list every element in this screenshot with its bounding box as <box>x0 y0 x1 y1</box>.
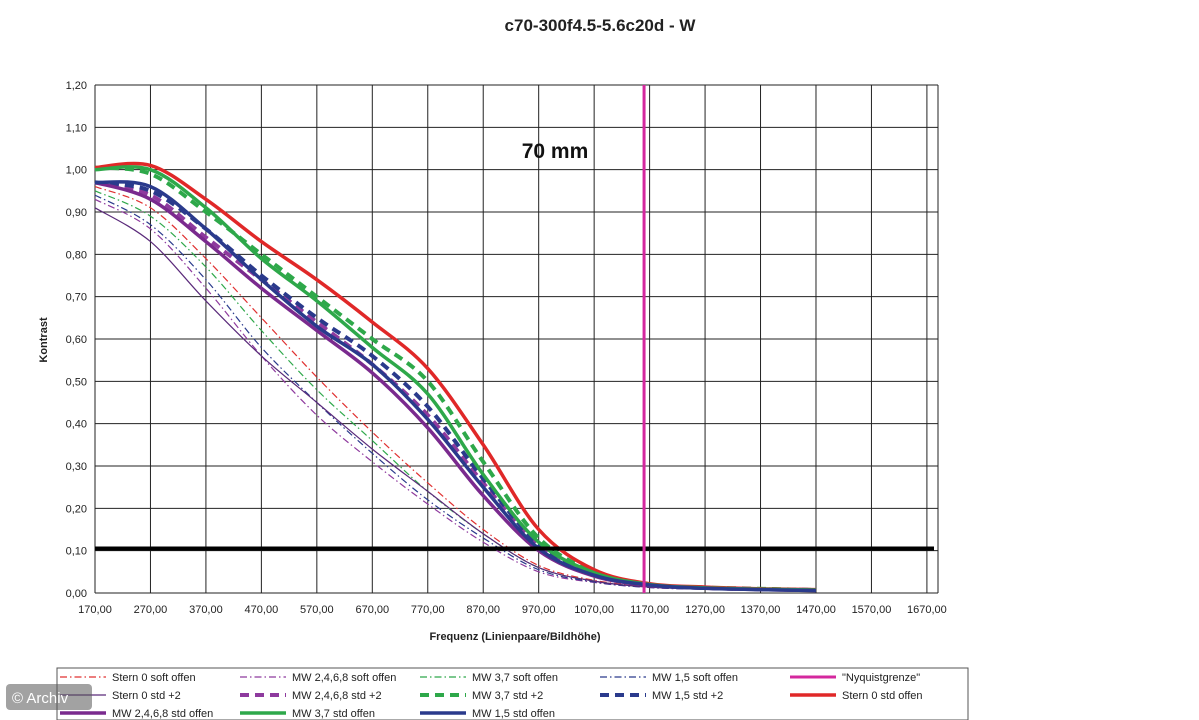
series-line-8 <box>94 180 817 592</box>
series-line-6 <box>94 180 817 592</box>
x-tick-label: 970,00 <box>522 604 556 616</box>
legend-label: Stern 0 soft offen <box>112 672 196 684</box>
x-tick-label: 170,00 <box>78 604 112 616</box>
series-line-10 <box>94 180 817 593</box>
legend-label: Stern 0 std offen <box>842 690 923 702</box>
x-tick-label: 1270,00 <box>685 604 725 616</box>
series-line-7 <box>94 165 817 592</box>
legend-label: MW 3,7 std +2 <box>472 690 543 702</box>
y-tick-label: 0,10 <box>66 546 87 558</box>
x-tick-label: 870,00 <box>466 604 500 616</box>
x-tick-label: 770,00 <box>411 604 445 616</box>
y-axis-label: Kontrast <box>38 317 50 363</box>
legend-label: MW 2,4,6,8 std +2 <box>292 690 382 702</box>
series-line-2 <box>94 190 817 592</box>
grid <box>94 84 939 594</box>
y-tick-label: 0,50 <box>66 376 87 388</box>
y-tick-label: 0,60 <box>66 334 87 346</box>
x-tick-label: 370,00 <box>189 604 223 616</box>
series-line-12 <box>94 180 817 593</box>
x-tick-label: 1370,00 <box>741 604 781 616</box>
series-line-11 <box>94 165 817 592</box>
y-tick-label: 1,10 <box>66 122 87 134</box>
y-tick-label: 1,20 <box>66 80 87 92</box>
x-tick-label: 1570,00 <box>852 604 892 616</box>
y-tick-label: 1,00 <box>66 165 87 177</box>
legend-label: MW 1,5 std offen <box>472 708 555 720</box>
x-tick-label: 270,00 <box>134 604 168 616</box>
legend-label: MW 2,4,6,8 soft offen <box>292 672 396 684</box>
series-line-1 <box>94 198 817 592</box>
x-tick-label: 1170,00 <box>630 604 669 616</box>
x-tick-label: 470,00 <box>245 604 279 616</box>
x-tick-label: 670,00 <box>355 604 389 616</box>
y-tick-label: 0,30 <box>66 461 87 473</box>
y-tick-label: 0,70 <box>66 292 87 304</box>
watermark-text: © Archiv <box>12 690 69 707</box>
series-line-5 <box>94 207 817 592</box>
legend-label: Stern 0 std +2 <box>112 690 181 702</box>
series-line-0 <box>94 186 817 592</box>
y-tick-label: 0,90 <box>66 207 87 219</box>
x-axis-label: Frequenz (Linienpaare/Bildhöhe) <box>429 631 600 643</box>
y-tick-label: 0,40 <box>66 419 87 431</box>
y-tick-label: 0,20 <box>66 503 87 515</box>
x-tick-label: 1470,00 <box>796 604 836 616</box>
chart-title: c70-300f4.5-5.6c20d - W <box>505 16 697 35</box>
x-tick-label: 1070,00 <box>574 604 614 616</box>
legend-label: MW 1,5 std +2 <box>652 690 723 702</box>
y-tick-label: 0,80 <box>66 249 87 261</box>
legend: Stern 0 soft offen MW 2,4,6,8 soft offen M… <box>56 667 969 720</box>
legend-label: MW 3,7 std offen <box>292 708 375 720</box>
focal-length-annotation: 70 mm <box>522 140 589 163</box>
legend-label: "Nyquistgrenze" <box>842 672 920 684</box>
legend-label: MW 3,7 soft offen <box>472 672 558 684</box>
watermark: © Archiv <box>6 684 92 710</box>
legend-label: MW 2,4,6,8 std offen <box>112 708 213 720</box>
y-tick-label: 0,00 <box>66 588 87 600</box>
series-lines <box>94 161 817 593</box>
x-tick-label: 570,00 <box>300 604 334 616</box>
x-tick-label: 1670,00 <box>907 604 947 616</box>
legend-label: MW 1,5 soft offen <box>652 672 738 684</box>
tick-labels: 170,00 270,00 370,00 470,00 570,00 670,00 770,… <box>66 80 947 616</box>
reference-lines <box>95 85 934 593</box>
